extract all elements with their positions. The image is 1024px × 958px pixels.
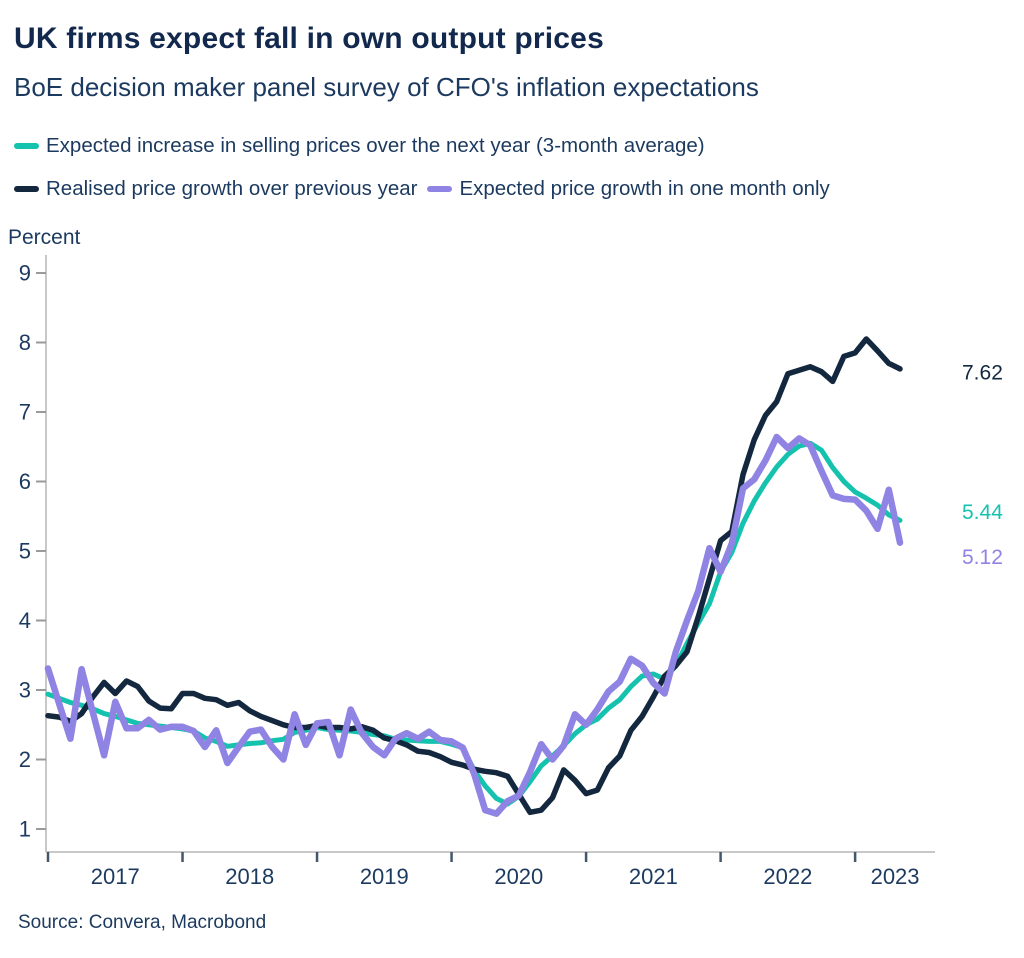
y-tick-label: 4 bbox=[19, 608, 31, 633]
end-value-label-purple: 5.12 bbox=[962, 546, 1003, 569]
legend-label-realised: Realised price growth over previous year bbox=[46, 177, 418, 200]
x-tick-label: 2020 bbox=[494, 864, 543, 889]
legend-row-2: Realised price growth over previous year… bbox=[14, 177, 1014, 201]
end-value-label-teal: 5.44 bbox=[962, 501, 1003, 524]
x-tick-label: 2019 bbox=[360, 864, 409, 889]
series-line-teal bbox=[45, 440, 903, 807]
legend-swatch-teal-icon bbox=[14, 143, 39, 149]
y-tick-label: 8 bbox=[19, 330, 31, 355]
y-tick-label: 2 bbox=[19, 747, 31, 772]
x-tick-label: 2022 bbox=[763, 864, 812, 889]
y-tick-label: 7 bbox=[19, 400, 31, 425]
chart-subtitle: BoE decision maker panel survey of CFO's… bbox=[14, 72, 759, 102]
legend-label-expected-year: Expected increase in selling prices over… bbox=[46, 134, 705, 157]
legend-item-expected-month: Expected price growth in one month only bbox=[427, 177, 830, 201]
series-line-navy bbox=[45, 336, 903, 816]
y-tick-label: 6 bbox=[19, 469, 31, 494]
legend-item-expected-year: Expected increase in selling prices over… bbox=[14, 134, 705, 158]
y-tick-label: 5 bbox=[19, 539, 31, 564]
source-note: Source: Convera, Macrobond bbox=[18, 912, 267, 933]
legend-label-expected-month: Expected price growth in one month only bbox=[459, 177, 830, 200]
legend-swatch-purple-icon bbox=[427, 186, 453, 192]
y-axis-title: Percent bbox=[8, 226, 81, 249]
legend-row-1: Expected increase in selling prices over… bbox=[14, 134, 1014, 158]
x-tick-label: 2018 bbox=[225, 864, 274, 889]
legend-swatch-navy-icon bbox=[14, 186, 39, 192]
x-tick-label: 2021 bbox=[629, 864, 678, 889]
x-tick-label: 2017 bbox=[91, 864, 140, 889]
series-line-purple bbox=[44, 433, 904, 817]
legend-item-realised: Realised price growth over previous year bbox=[14, 177, 417, 201]
legend: Expected increase in selling prices over… bbox=[14, 134, 1014, 220]
end-value-label-navy: 7.62 bbox=[962, 361, 1003, 384]
chart-title: UK firms expect fall in own output price… bbox=[14, 22, 604, 55]
y-tick-label: 3 bbox=[19, 678, 31, 703]
x-tick-label: 2023 bbox=[871, 864, 920, 889]
y-tick-label: 9 bbox=[19, 261, 31, 286]
y-tick-label: 1 bbox=[19, 817, 31, 842]
